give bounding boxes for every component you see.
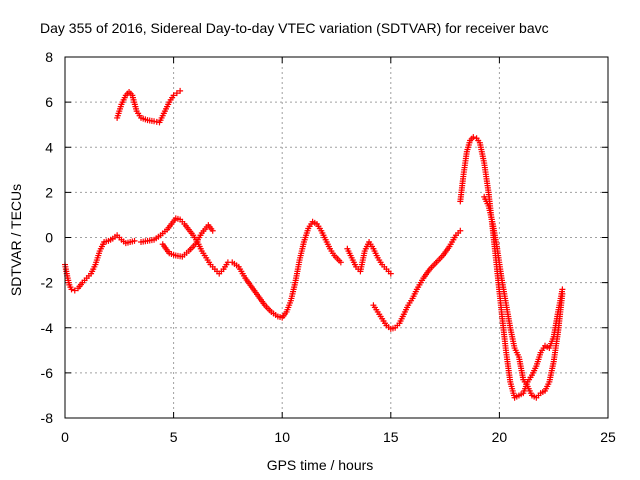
data-point (71, 287, 78, 294)
y-tick-label: -8 (41, 410, 54, 426)
y-tick-label: -2 (41, 275, 54, 291)
data-point (387, 270, 394, 277)
x-tick-label: 10 (274, 429, 290, 445)
data-points (62, 87, 566, 401)
x-tick-label: 0 (61, 429, 69, 445)
plot-frame (64, 56, 609, 419)
chart-title: Day 355 of 2016, Sidereal Day-to-day VTE… (40, 20, 549, 36)
data-point (170, 92, 177, 99)
data-point (470, 134, 477, 141)
data-point (68, 286, 75, 293)
y-tick-label: 4 (45, 139, 53, 155)
data-point (131, 237, 138, 244)
y-tick-label: 2 (45, 184, 53, 200)
y-tick-label: 6 (45, 94, 53, 110)
y-tick-label: -4 (41, 320, 54, 336)
x-tick-label: 15 (383, 429, 399, 445)
data-point (559, 290, 566, 297)
data-point (457, 227, 464, 234)
data-point (173, 90, 180, 97)
y-tick-label: -6 (41, 365, 54, 381)
y-tick-label: 0 (45, 230, 53, 246)
grid-lines (65, 57, 608, 418)
x-tick-label: 5 (170, 429, 178, 445)
x-tick-label: 20 (492, 429, 508, 445)
axis-ticks: 0 5 10 15 20 25 -8 -6 -4 -2 0 2 4 6 8 (41, 49, 616, 445)
data-point (209, 227, 216, 234)
x-axis-label: GPS time / hours (266, 457, 374, 473)
y-tick-label: 8 (45, 49, 53, 65)
x-tick-label: 25 (600, 429, 616, 445)
data-point (177, 87, 184, 94)
data-point (337, 259, 344, 266)
